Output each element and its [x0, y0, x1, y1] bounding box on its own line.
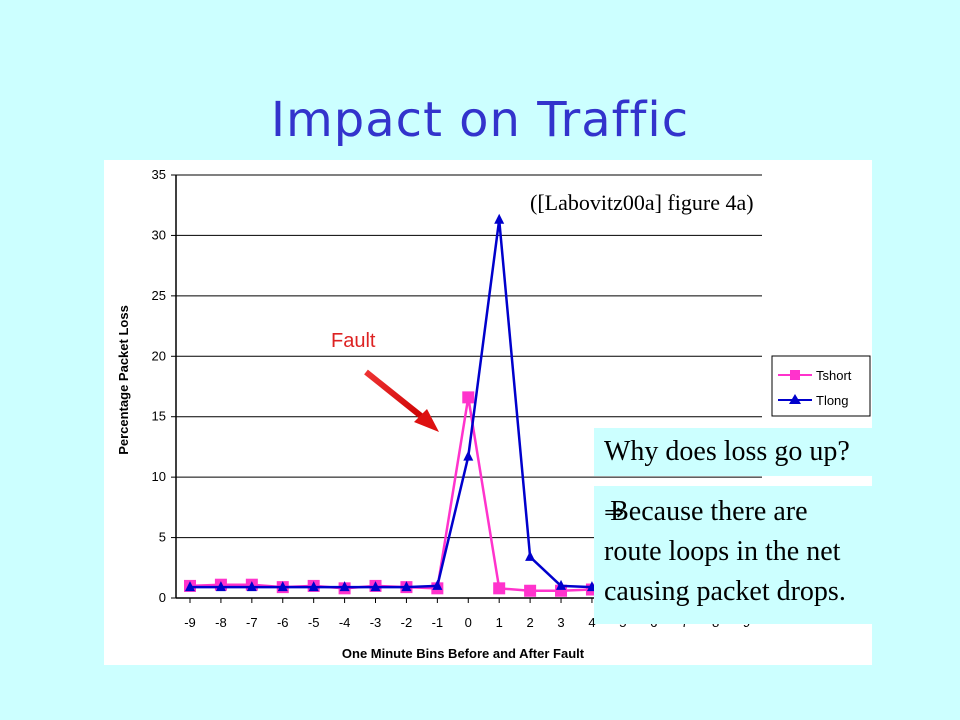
- tick-label-y-30: 30: [152, 227, 166, 242]
- slide-title: Impact on Traffic: [270, 92, 690, 148]
- answer-box: ⇒Because there are route loops in the ne…: [594, 486, 940, 624]
- point-tlong-0: [463, 450, 474, 461]
- chart-panel: 05101520253035-9-8-7-6-5-4-3-2-101234567…: [104, 160, 872, 665]
- tick-label-x--3: -3: [370, 615, 382, 630]
- tick-label-x--6: -6: [277, 615, 289, 630]
- legend-label-tshort: Tshort: [816, 368, 852, 383]
- chart-legend: Tshort Tlong: [771, 355, 871, 417]
- point-tshort-1: [493, 582, 506, 595]
- figure-citation: ([Labovitz00a] figure 4a): [530, 190, 754, 215]
- point-tlong--1: [432, 579, 443, 590]
- tick-label-y-5: 5: [159, 530, 166, 545]
- fault-annotation: Fault: [331, 330, 439, 432]
- point-tlong-1: [494, 213, 505, 224]
- point-tshort-0: [462, 391, 475, 404]
- point-tlong--7: [246, 581, 257, 592]
- tick-label-x-1: 1: [496, 615, 503, 630]
- tick-label-x--5: -5: [308, 615, 320, 630]
- legend-marker-tshort: [790, 370, 800, 380]
- point-tlong--9: [185, 581, 195, 592]
- tick-label-x--2: -2: [401, 615, 413, 630]
- x-axis-title: One Minute Bins Before and After Fault: [342, 646, 585, 661]
- tick-label-y-25: 25: [152, 288, 166, 303]
- line-chart: 05101520253035-9-8-7-6-5-4-3-2-101234567…: [116, 167, 871, 661]
- answer-line-2: route loops in the net: [604, 536, 841, 567]
- point-tlong-2: [525, 550, 536, 561]
- point-tlong-3: [556, 579, 567, 590]
- point-tlong--3: [370, 581, 381, 592]
- legend-box: [771, 355, 871, 417]
- tick-label-x--4: -4: [339, 615, 351, 630]
- point-tlong--2: [401, 581, 412, 592]
- point-tlong--4: [339, 581, 350, 592]
- legend-marker-tlong: [789, 394, 801, 404]
- fault-label: Fault: [331, 330, 376, 352]
- y-axis-title: Percentage Packet Loss: [116, 305, 131, 455]
- fault-arrow-head: [414, 409, 439, 432]
- question-box: Why does loss go up?: [594, 428, 940, 476]
- answer-line-1: ⇒Because there are: [604, 496, 808, 527]
- point-tshort-2: [524, 584, 537, 597]
- tick-label-y-0: 0: [159, 590, 166, 605]
- tick-label-x--9: -9: [184, 615, 196, 630]
- tick-label-x-3: 3: [557, 615, 564, 630]
- tick-label-x--1: -1: [432, 615, 444, 630]
- tick-label-x--7: -7: [246, 615, 258, 630]
- tick-label-x-2: 2: [526, 615, 533, 630]
- point-tlong--6: [277, 581, 288, 592]
- tick-label-y-20: 20: [152, 348, 166, 363]
- tick-label-x-0: 0: [465, 615, 472, 630]
- fault-arrow-shaft: [364, 369, 428, 423]
- answer-line-3: causing packet drops.: [604, 576, 846, 607]
- tick-label-x-4: 4: [588, 615, 595, 630]
- tick-label-y-15: 15: [152, 409, 166, 424]
- legend-label-tlong: Tlong: [816, 393, 849, 408]
- tick-label-y-10: 10: [152, 469, 166, 484]
- grid-lines: [176, 174, 762, 539]
- tick-label-x--8: -8: [215, 615, 227, 630]
- implies-icon: ⇒: [604, 498, 625, 526]
- tick-label-y-35: 35: [152, 167, 166, 182]
- point-tlong--8: [215, 581, 226, 592]
- point-tlong--5: [308, 581, 319, 592]
